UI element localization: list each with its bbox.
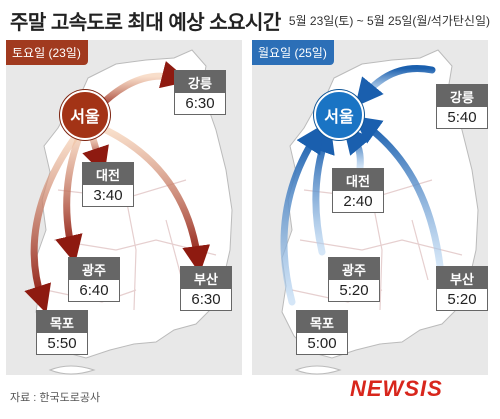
arrow-seoul-gwangju xyxy=(55,128,85,264)
travel-time: 6:30 xyxy=(191,291,221,308)
travel-time: 5:00 xyxy=(307,335,337,352)
newsis-logo: NEWSIS xyxy=(350,376,443,401)
travel-time: 5:20 xyxy=(339,282,369,299)
arrow-mokpo-seoul xyxy=(280,124,324,306)
card-gwangju-saturday: 광주 6:40 xyxy=(68,257,120,302)
city-name: 대전 xyxy=(333,169,383,191)
source-credit: 자료 : 한국도로공사 xyxy=(10,392,101,404)
arrow-busan-seoul xyxy=(352,115,444,270)
travel-time: 3:40 xyxy=(93,187,123,204)
card-busan-saturday: 부산 6:30 xyxy=(180,266,232,311)
travel-time: 6:40 xyxy=(79,282,109,299)
travel-time: 5:40 xyxy=(447,109,477,126)
card-daejeon-monday: 대전 2:40 xyxy=(332,168,384,213)
travel-time: 5:50 xyxy=(47,335,77,352)
monday-map-panel: 월요일 (25일) 서울 강릉 5:40 대전 2:40 광주 5:20 부산 … xyxy=(252,40,488,375)
saturday-map-panel: 토요일 (23일) 서울 강릉 6:30 대전 3:40 광주 6:40 부산 … xyxy=(6,40,242,375)
travel-time: 6:30 xyxy=(185,95,215,112)
city-name: 대전 xyxy=(83,163,133,185)
arrow-seoul-mokpo xyxy=(24,132,80,314)
card-gangneung-monday: 강릉 5:40 xyxy=(436,84,488,129)
seoul-hub-saturday: 서울 xyxy=(60,90,110,140)
date-range: 5월 23일(토) ~ 5월 25일(월/석가탄신일) xyxy=(288,14,490,28)
city-name: 부산 xyxy=(181,267,231,289)
page-title: 주말 고속도로 최대 예상 소요시간 xyxy=(10,12,281,34)
monday-label: 월요일 (25일) xyxy=(252,40,334,65)
card-busan-monday: 부산 5:20 xyxy=(436,266,488,311)
seoul-hub-monday: 서울 xyxy=(314,90,364,140)
jeju-island xyxy=(48,365,96,375)
city-name: 강릉 xyxy=(175,71,225,93)
arrow-gangneung-seoul xyxy=(355,65,436,107)
city-name: 목포 xyxy=(37,311,87,333)
travel-time: 5:20 xyxy=(447,291,477,308)
card-mokpo-saturday: 목포 5:50 xyxy=(36,310,88,355)
travel-time: 2:40 xyxy=(343,193,373,210)
card-gangneung-saturday: 강릉 6:30 xyxy=(174,70,226,115)
city-name: 부산 xyxy=(437,267,487,289)
card-mokpo-monday: 목포 5:00 xyxy=(296,310,348,355)
arrow-seoul-busan xyxy=(102,126,211,274)
card-daejeon-saturday: 대전 3:40 xyxy=(82,162,134,207)
saturday-label: 토요일 (23일) xyxy=(6,40,88,65)
jeju-island xyxy=(294,365,342,375)
city-name: 강릉 xyxy=(437,85,487,107)
city-name: 광주 xyxy=(329,258,379,280)
city-name: 목포 xyxy=(297,311,347,333)
city-name: 광주 xyxy=(69,258,119,280)
card-gwangju-monday: 광주 5:20 xyxy=(328,257,380,302)
